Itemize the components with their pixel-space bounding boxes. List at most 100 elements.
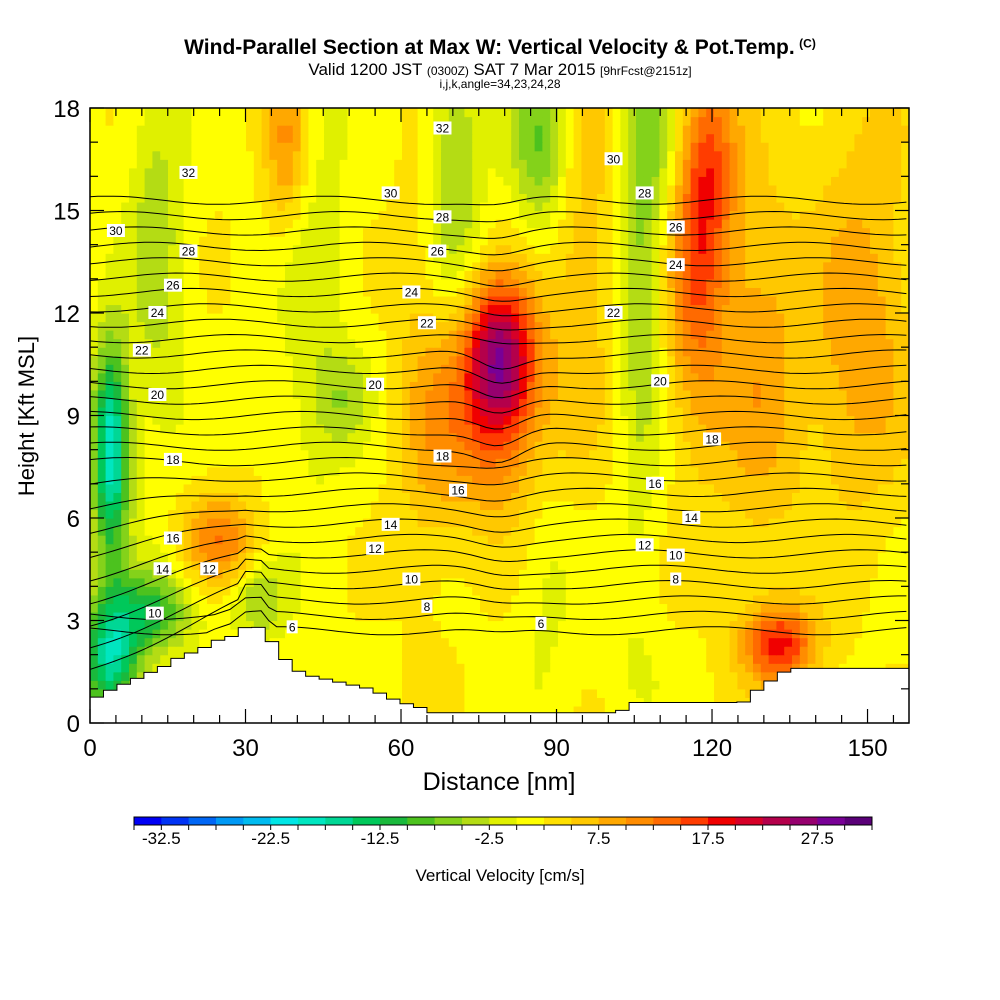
velocity-cell bbox=[347, 629, 356, 639]
velocity-cell bbox=[690, 500, 699, 511]
velocity-cell bbox=[792, 330, 801, 340]
velocity-cell bbox=[565, 355, 575, 365]
velocity-cell bbox=[480, 338, 489, 348]
velocity-cell bbox=[136, 671, 146, 681]
velocity-cell bbox=[175, 381, 185, 391]
velocity-cell bbox=[792, 492, 801, 502]
velocity-cell bbox=[222, 483, 231, 493]
velocity-cell bbox=[97, 338, 107, 348]
velocity-cell bbox=[230, 458, 239, 468]
velocity-cell bbox=[495, 705, 504, 716]
velocity-cell bbox=[370, 449, 380, 459]
velocity-cell bbox=[745, 594, 754, 605]
velocity-cell bbox=[893, 492, 902, 502]
velocity-cell bbox=[277, 500, 286, 511]
velocity-cell bbox=[714, 569, 723, 579]
velocity-cell bbox=[870, 629, 879, 639]
velocity-cell bbox=[799, 492, 809, 502]
velocity-cell bbox=[838, 492, 848, 502]
velocity-cell bbox=[129, 432, 138, 442]
velocity-cell bbox=[409, 364, 419, 374]
velocity-cell bbox=[675, 458, 684, 468]
velocity-cell bbox=[308, 338, 317, 348]
velocity-cell bbox=[105, 594, 114, 605]
velocity-cell bbox=[519, 697, 528, 707]
velocity-cell bbox=[612, 535, 621, 545]
velocity-cell bbox=[300, 603, 309, 613]
velocity-cell bbox=[168, 620, 177, 630]
velocity-cell bbox=[316, 518, 325, 528]
velocity-cell bbox=[792, 500, 801, 511]
velocity-cell bbox=[511, 603, 520, 613]
velocity-cell bbox=[565, 663, 575, 673]
velocity-cell bbox=[877, 594, 887, 605]
velocity-cell bbox=[253, 594, 263, 605]
velocity-cell bbox=[448, 492, 458, 502]
velocity-cell bbox=[97, 569, 107, 579]
velocity-cell bbox=[183, 518, 192, 528]
velocity-cell bbox=[698, 338, 707, 348]
velocity-cell bbox=[160, 372, 169, 382]
velocity-cell bbox=[893, 424, 902, 434]
velocity-cell bbox=[90, 441, 99, 451]
velocity-cell bbox=[877, 492, 887, 502]
velocity-cell bbox=[175, 543, 185, 553]
velocity-cell bbox=[472, 518, 481, 528]
velocity-cell bbox=[129, 611, 138, 622]
velocity-cell bbox=[799, 406, 809, 417]
velocity-cell bbox=[97, 330, 107, 340]
velocity-cell bbox=[877, 466, 887, 476]
velocity-cell bbox=[503, 611, 512, 622]
velocity-cell bbox=[838, 483, 848, 493]
velocity-cell bbox=[339, 594, 348, 605]
velocity-cell bbox=[823, 338, 832, 348]
velocity-cell bbox=[480, 654, 489, 664]
velocity-cell bbox=[612, 389, 621, 400]
velocity-cell bbox=[721, 449, 731, 459]
velocity-cell bbox=[370, 415, 380, 425]
velocity-cell bbox=[394, 466, 403, 476]
velocity-cell bbox=[846, 475, 855, 485]
velocity-cell bbox=[168, 509, 177, 519]
velocity-cell bbox=[347, 492, 356, 502]
velocity-cell bbox=[97, 688, 107, 698]
velocity-cell bbox=[745, 586, 754, 596]
velocity-cell bbox=[893, 441, 902, 451]
velocity-cell bbox=[597, 364, 606, 374]
velocity-cell bbox=[838, 611, 848, 622]
velocity-cell bbox=[448, 406, 458, 417]
velocity-cell bbox=[784, 432, 793, 442]
velocity-cell bbox=[261, 509, 270, 519]
velocity-cell bbox=[519, 509, 528, 519]
velocity-cell bbox=[846, 646, 855, 656]
velocity-cell bbox=[238, 552, 247, 562]
velocity-cell bbox=[253, 364, 263, 374]
velocity-cell bbox=[136, 364, 146, 374]
velocity-cell bbox=[807, 372, 816, 382]
velocity-cell bbox=[760, 406, 770, 417]
velocity-cell bbox=[815, 535, 824, 545]
velocity-cell bbox=[355, 611, 364, 622]
velocity-cell bbox=[542, 381, 551, 391]
velocity-cell bbox=[729, 492, 738, 502]
velocity-cell bbox=[121, 509, 130, 519]
velocity-cell bbox=[370, 680, 380, 690]
velocity-cell bbox=[253, 620, 263, 630]
velocity-cell bbox=[113, 347, 122, 357]
velocity-cell bbox=[253, 338, 263, 348]
velocity-cell bbox=[105, 535, 114, 545]
velocity-cell bbox=[269, 620, 278, 630]
velocity-cell bbox=[870, 569, 879, 579]
velocity-cell bbox=[698, 611, 707, 622]
velocity-cell bbox=[152, 594, 161, 605]
velocity-cell bbox=[799, 586, 809, 596]
velocity-cell bbox=[191, 577, 200, 587]
velocity-cell bbox=[97, 372, 107, 382]
velocity-cell bbox=[581, 389, 590, 400]
velocity-cell bbox=[862, 543, 871, 553]
velocity-cell bbox=[737, 680, 746, 690]
velocity-cell bbox=[565, 492, 575, 502]
velocity-cell bbox=[682, 381, 692, 391]
velocity-cell bbox=[745, 424, 754, 434]
velocity-cell bbox=[659, 543, 668, 553]
